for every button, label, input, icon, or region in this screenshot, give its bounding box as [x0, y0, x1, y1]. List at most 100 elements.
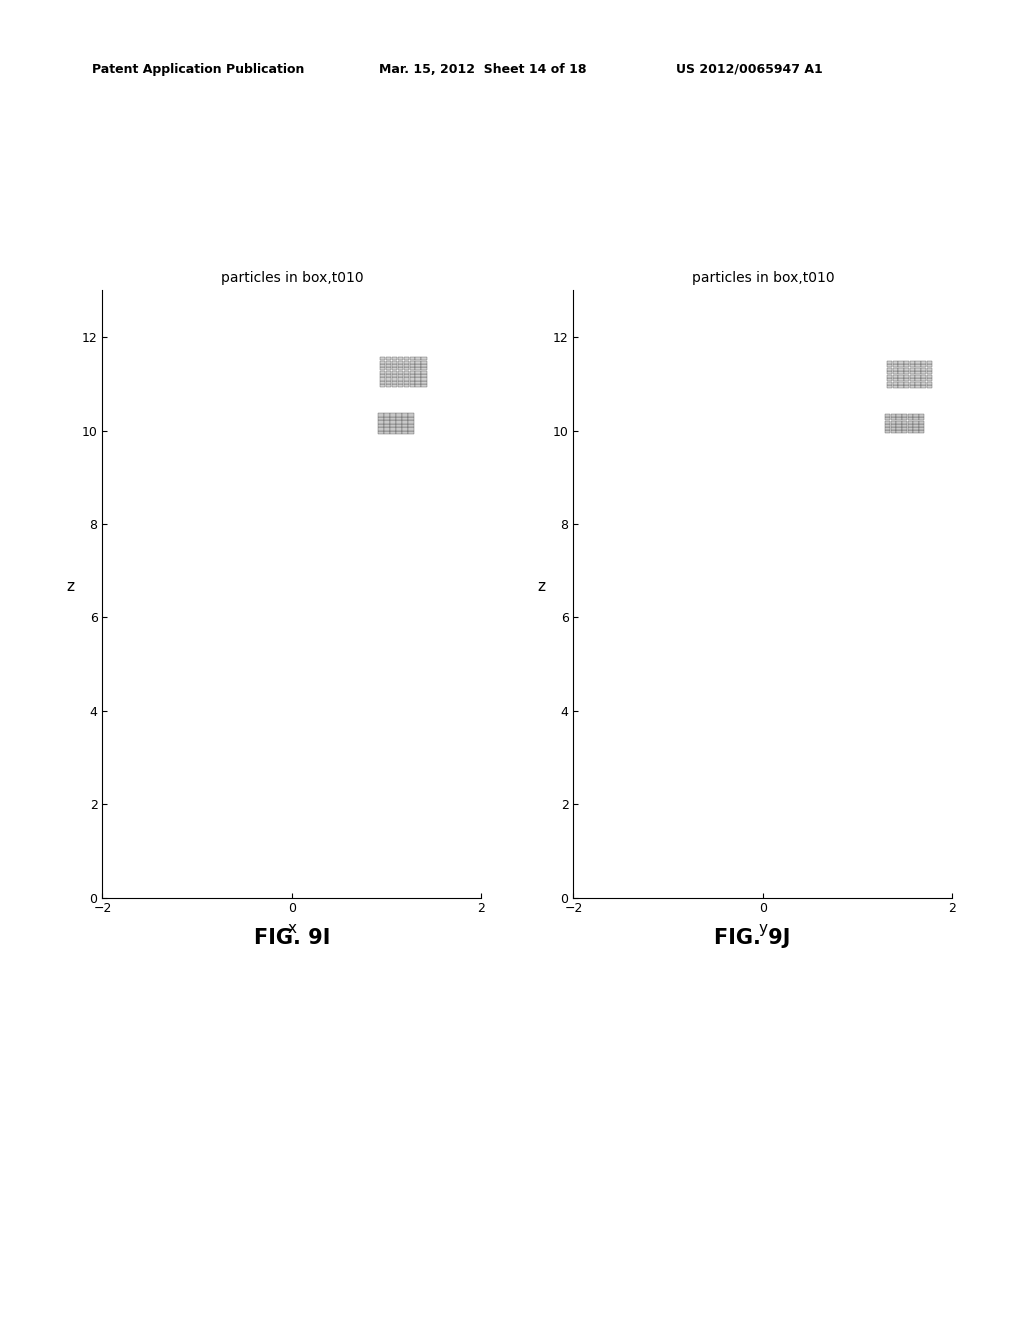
Bar [902, 417, 907, 420]
Bar [898, 385, 903, 388]
Bar [913, 414, 919, 417]
Bar [378, 413, 384, 417]
Bar [378, 428, 384, 430]
Bar [384, 420, 389, 424]
Bar [397, 384, 403, 387]
Bar [898, 371, 903, 375]
Bar [920, 430, 925, 433]
Bar [392, 371, 397, 374]
Bar [392, 367, 397, 371]
Bar [915, 375, 921, 378]
Bar [921, 381, 927, 385]
Bar [408, 430, 414, 434]
Bar [885, 414, 890, 417]
Bar [915, 385, 921, 388]
Bar [920, 424, 925, 426]
Bar [921, 364, 927, 367]
Bar [915, 364, 921, 367]
Bar [421, 367, 427, 371]
Y-axis label: z: z [67, 579, 75, 594]
Bar [915, 371, 921, 375]
Bar [410, 364, 415, 367]
Bar [390, 413, 395, 417]
Bar [402, 413, 408, 417]
Bar [421, 378, 427, 380]
Bar [913, 424, 919, 426]
Bar [403, 378, 409, 380]
Bar [904, 368, 909, 371]
Bar [410, 381, 415, 384]
Bar [386, 374, 391, 378]
Bar [893, 375, 898, 378]
Bar [380, 364, 385, 367]
Bar [891, 421, 896, 424]
Bar [392, 381, 397, 384]
Bar [421, 374, 427, 378]
Bar [927, 368, 932, 371]
Bar [397, 364, 403, 367]
Bar [421, 384, 427, 387]
Bar [927, 381, 932, 385]
Bar [408, 424, 414, 426]
Bar [908, 424, 913, 426]
Bar [893, 360, 898, 364]
Bar [416, 367, 421, 371]
Bar [402, 417, 408, 420]
Bar [887, 371, 892, 375]
Bar [908, 428, 913, 430]
Bar [397, 381, 403, 384]
Bar [396, 430, 401, 434]
Bar [920, 417, 925, 420]
X-axis label: y: y [759, 921, 767, 936]
Bar [921, 360, 927, 364]
Bar [410, 374, 415, 378]
Bar [392, 384, 397, 387]
Bar [416, 381, 421, 384]
Bar [921, 375, 927, 378]
Bar [410, 371, 415, 374]
Y-axis label: z: z [538, 579, 546, 594]
Bar [397, 367, 403, 371]
Title: particles in box,t010: particles in box,t010 [220, 271, 364, 285]
Bar [915, 381, 921, 385]
Bar [397, 360, 403, 364]
Bar [902, 430, 907, 433]
Text: US 2012/0065947 A1: US 2012/0065947 A1 [676, 62, 822, 75]
Bar [384, 424, 389, 426]
Bar [392, 358, 397, 360]
Bar [927, 375, 932, 378]
Bar [887, 381, 892, 385]
Bar [896, 421, 902, 424]
Bar [416, 371, 421, 374]
Title: particles in box,t010: particles in box,t010 [691, 271, 835, 285]
Bar [885, 421, 890, 424]
Text: Patent Application Publication: Patent Application Publication [92, 62, 304, 75]
Bar [902, 428, 907, 430]
Bar [896, 424, 902, 426]
Bar [421, 364, 427, 367]
Bar [390, 420, 395, 424]
Bar [908, 414, 913, 417]
Text: FIG. 9I: FIG. 9I [254, 928, 330, 948]
Bar [392, 360, 397, 364]
Bar [386, 367, 391, 371]
Bar [887, 375, 892, 378]
Text: Mar. 15, 2012  Sheet 14 of 18: Mar. 15, 2012 Sheet 14 of 18 [379, 62, 587, 75]
Bar [893, 371, 898, 375]
Bar [908, 421, 913, 424]
Bar [386, 364, 391, 367]
Bar [380, 360, 385, 364]
Bar [384, 428, 389, 430]
Bar [902, 414, 907, 417]
Bar [392, 374, 397, 378]
Bar [380, 358, 385, 360]
Bar [913, 421, 919, 424]
Bar [390, 428, 395, 430]
Bar [898, 375, 903, 378]
Bar [402, 430, 408, 434]
Bar [386, 381, 391, 384]
Bar [909, 379, 914, 381]
Bar [904, 360, 909, 364]
Bar [913, 428, 919, 430]
Bar [396, 413, 401, 417]
